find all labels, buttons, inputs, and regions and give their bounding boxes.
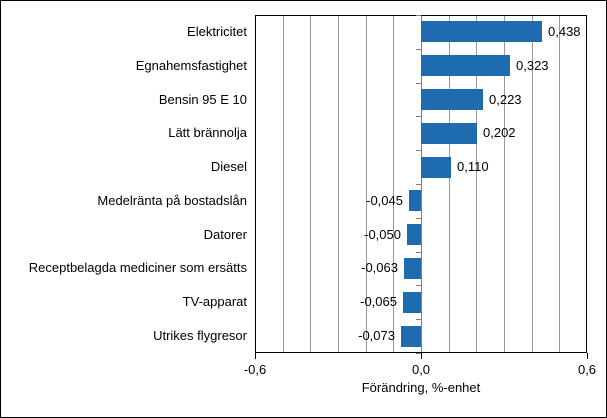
gridline <box>366 16 367 352</box>
category-label: TV-apparat <box>182 294 247 309</box>
bar <box>421 21 542 42</box>
bar <box>421 157 451 178</box>
category-tick <box>416 15 421 16</box>
bar-value-label: 0,438 <box>548 24 581 39</box>
bar-value-label: 0,323 <box>516 58 549 73</box>
gridline <box>532 16 533 352</box>
bar <box>409 190 421 211</box>
category-tick <box>416 218 421 219</box>
bar-value-label: -0,065 <box>360 294 397 309</box>
x-axis-tick <box>255 353 256 359</box>
gridline <box>504 16 505 352</box>
x-axis-tick-label: -0,6 <box>243 362 267 377</box>
x-axis-title: Förändring, %-enhet <box>361 380 481 395</box>
category-label: Receptbelagda mediciner som ersätts <box>28 260 247 275</box>
category-label: Lätt brännolja <box>168 125 247 140</box>
x-axis-tick-label: 0,0 <box>411 362 431 377</box>
bar <box>421 123 477 144</box>
bar-value-label: -0,073 <box>358 328 395 343</box>
category-tick <box>416 49 421 50</box>
gridline <box>338 16 339 352</box>
category-label: Bensin 95 E 10 <box>158 92 247 107</box>
bar-value-label: 0,223 <box>489 92 522 107</box>
x-axis-tick <box>421 353 422 359</box>
category-label: Diesel <box>210 159 247 174</box>
bar <box>421 89 483 110</box>
bar <box>401 326 421 347</box>
category-label: Elektricitet <box>187 24 247 39</box>
category-tick <box>416 150 421 151</box>
category-label: Egnahemsfastighet <box>135 58 247 73</box>
category-tick <box>416 184 421 185</box>
gridline <box>310 16 311 352</box>
category-tick <box>416 319 421 320</box>
category-tick <box>416 285 421 286</box>
x-axis-tick-label: 0,6 <box>577 362 597 377</box>
bar-value-label: -0,050 <box>364 227 401 242</box>
zero-axis-line <box>421 16 422 352</box>
category-label: Utrikes flygresor <box>153 328 247 343</box>
category-tick <box>416 353 421 354</box>
gridline <box>476 16 477 352</box>
gridline <box>449 16 450 352</box>
gridline <box>393 16 394 352</box>
bar-value-label: -0,063 <box>361 260 398 275</box>
category-label: Datorer <box>203 227 247 242</box>
bar <box>403 292 421 313</box>
bar-value-label: 0,202 <box>483 125 516 140</box>
x-axis-tick <box>587 353 588 359</box>
category-label: Medelränta på bostadslån <box>97 193 247 208</box>
bar <box>404 258 421 279</box>
bar <box>421 55 510 76</box>
category-tick <box>416 252 421 253</box>
category-tick <box>416 83 421 84</box>
bar-value-label: -0,045 <box>366 193 403 208</box>
gridline <box>559 16 560 352</box>
gridline <box>283 16 284 352</box>
bar <box>407 224 421 245</box>
bar-value-label: 0,110 <box>457 159 489 174</box>
category-tick <box>416 116 421 117</box>
